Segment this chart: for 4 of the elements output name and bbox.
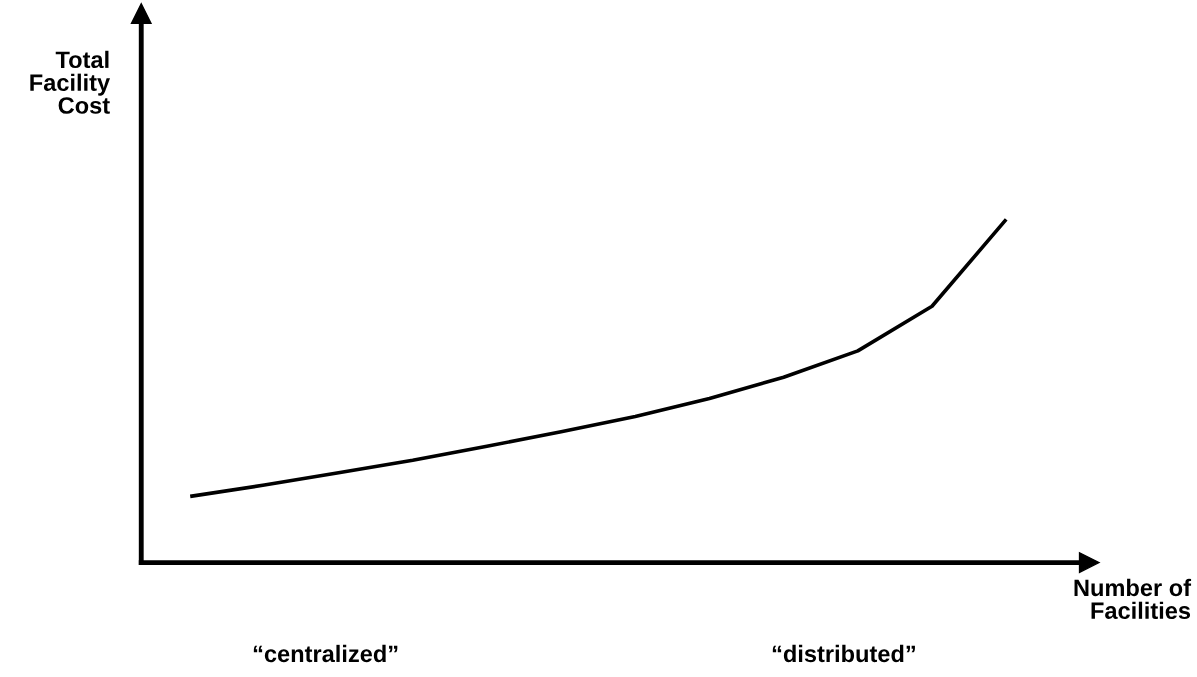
y-axis-title: Total Facility Cost — [30, 50, 111, 114]
text: “distributed” — [772, 644, 915, 663]
text: “centralized” — [253, 644, 398, 663]
x-axis-title: Number of Facilities — [1074, 578, 1192, 620]
